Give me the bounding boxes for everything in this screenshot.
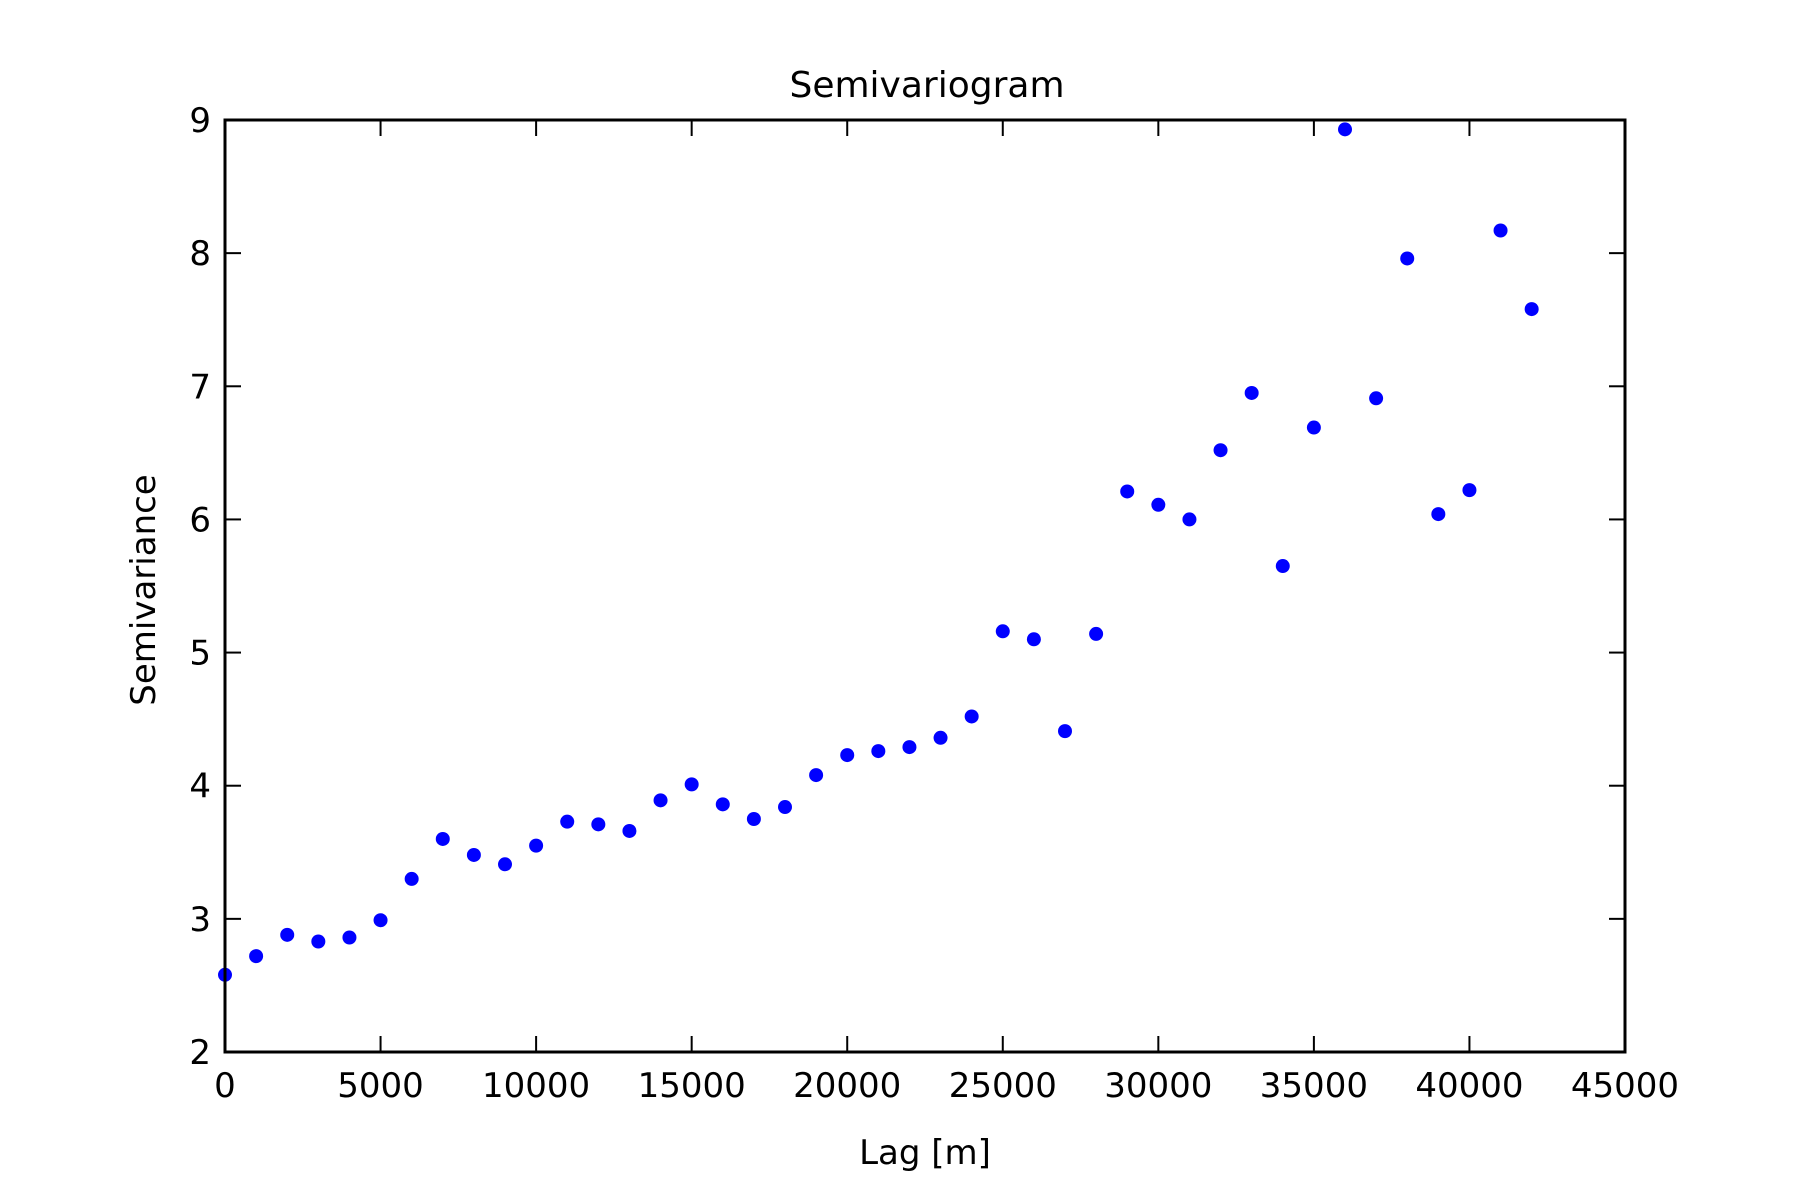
y-tick-label: 3 [189, 900, 211, 940]
data-point [715, 797, 730, 812]
data-point [249, 949, 264, 964]
chart-title: Semivariogram [789, 65, 1064, 106]
data-point [1306, 420, 1321, 435]
data-point [653, 793, 668, 808]
data-point [1120, 484, 1135, 499]
data-point [1431, 507, 1446, 522]
data-point [1462, 483, 1477, 498]
x-tick-label: 20000 [793, 1066, 901, 1106]
data-point [1213, 443, 1228, 458]
data-point [466, 847, 481, 862]
data-point [840, 748, 855, 763]
data-point [964, 709, 979, 724]
y-tick-label: 9 [189, 101, 211, 141]
data-point [1493, 223, 1508, 238]
data-point [591, 817, 606, 832]
data-point [995, 624, 1010, 639]
tick-labels: 0 5000 10000 15000 20000 25000 30000 35000 40000… [189, 101, 1679, 1106]
data-point [1089, 626, 1104, 641]
x-tick-label: 0 [214, 1066, 236, 1106]
x-tick-label: 40000 [1415, 1066, 1523, 1106]
y-tick-label: 4 [189, 767, 211, 807]
x-axis-label: Lag [m] [859, 1133, 991, 1173]
data-point [435, 831, 450, 846]
data-point [933, 730, 948, 745]
data-point [1182, 512, 1197, 527]
data-point [809, 768, 824, 783]
y-tick-label: 2 [189, 1033, 211, 1073]
data-point [311, 934, 326, 949]
plot-frame [223, 118, 1627, 1054]
data-point [404, 871, 419, 886]
data-point [280, 927, 295, 942]
scatter-points [218, 122, 1539, 982]
data-point [1369, 391, 1384, 406]
data-point [1400, 251, 1415, 266]
x-tick-label: 5000 [337, 1066, 424, 1106]
data-point [1275, 559, 1290, 574]
data-point [1058, 724, 1072, 739]
data-point [1524, 302, 1539, 317]
x-tick-label: 10000 [482, 1066, 590, 1106]
data-point [871, 744, 886, 759]
x-tick-label: 25000 [949, 1066, 1057, 1106]
y-tick-label: 8 [189, 234, 211, 274]
x-tick-label: 15000 [638, 1066, 746, 1106]
data-point [560, 814, 575, 829]
x-tick-label: 35000 [1260, 1066, 1368, 1106]
data-point [746, 812, 761, 826]
data-point [1151, 497, 1166, 512]
y-tick-label: 5 [189, 634, 211, 674]
data-point [902, 740, 917, 755]
data-point [342, 930, 357, 945]
y-tick-label: 7 [189, 367, 211, 407]
data-point [1026, 632, 1041, 647]
x-tick-label: 45000 [1571, 1066, 1679, 1106]
data-point [1338, 122, 1352, 137]
y-tick-label: 6 [189, 500, 211, 540]
y-axis-label: Semivariance [124, 474, 164, 705]
data-point [373, 913, 388, 928]
data-point [622, 823, 637, 838]
data-point [1244, 385, 1259, 400]
data-point [529, 838, 544, 853]
x-tick-label: 30000 [1104, 1066, 1212, 1106]
data-point [498, 857, 512, 872]
data-point [684, 777, 699, 792]
data-point [778, 800, 792, 815]
axis-ticks [224, 119, 1626, 1053]
